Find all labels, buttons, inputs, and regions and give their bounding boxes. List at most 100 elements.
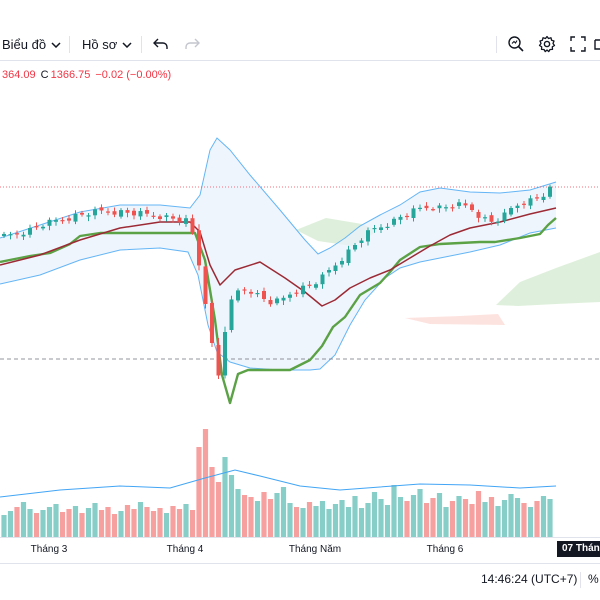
volume-bar [436,493,443,537]
candle-body [67,218,71,221]
volume-bar [105,507,111,537]
toolbar-divider [496,36,497,53]
volume-bar [118,511,124,537]
volume-bar [469,504,475,537]
volume-bar [326,509,332,537]
volume-bar [482,502,488,537]
candle-body [359,240,364,243]
candle-body [379,227,383,230]
volume-bar [540,496,547,537]
volume-bar [209,467,215,537]
volume-bar [508,494,514,537]
candle-body [21,234,26,237]
candle-body [229,299,234,330]
volume-bar [293,507,300,537]
candle-body [15,233,19,235]
ohlc-legend: 364.09 C 1366.75 −0.02 (−0.00%) [2,69,176,81]
volume-bar [319,501,326,537]
candle-body [450,207,455,209]
candle-body [151,215,156,217]
candle-body [398,216,403,220]
volume-bar [345,507,352,537]
candlesticks [2,184,552,379]
volume-bar [365,503,371,537]
candle-body [106,211,110,213]
candle-body [535,197,539,199]
candle-body [320,274,325,285]
profile-button[interactable]: Hồ sơ [82,32,132,57]
volume-bar [261,492,267,537]
candle-body [190,218,195,233]
volume-bar [462,499,469,537]
volume-bar [280,487,287,537]
volume-bar [222,457,228,537]
volume-bar [176,509,183,537]
legend-close-value: 1366.75 [50,69,91,81]
candle-body [73,213,78,222]
volume-bar [521,503,527,537]
volume-bar [46,507,53,537]
candle-body [366,230,370,242]
candle-body [502,212,507,221]
bollinger-bands [0,137,557,371]
candle-body [47,219,52,226]
time-axis[interactable]: Tháng 3 Tháng 4 Tháng Năm Tháng 6 [0,537,600,561]
candle-body [470,204,474,210]
redo-icon[interactable] [181,33,203,55]
volume-bar [33,513,40,537]
volume-bar [14,507,20,537]
undo-icon[interactable] [150,33,172,55]
cloud-area [496,252,600,306]
volume-bar [235,489,241,537]
volume-bar [248,497,254,537]
chevron-down-icon [122,41,132,48]
volume-bar [111,514,118,537]
volume-bar [495,506,501,537]
volume-bar [488,497,495,537]
candle-body [177,217,182,222]
time-tick-label: Tháng 4 [166,544,204,555]
candle-body [268,300,273,305]
volume-bar [202,429,209,537]
timezone-clock[interactable]: 14:46:24 (UTC+7) [481,572,578,586]
top-strip [0,0,600,28]
candle-body [405,215,409,218]
candle-body [541,196,546,200]
volume-bar [131,509,137,537]
volume-bar [40,510,46,537]
fullscreen-icon[interactable] [567,33,589,55]
volume-ma-line [0,469,557,498]
volume-bar [27,509,33,537]
toolbar-divider [69,36,70,53]
volume-bar [534,501,540,537]
price-lines [0,186,600,360]
percent-scale-toggle[interactable]: % [588,572,599,586]
candle-body [223,332,227,376]
volume-bar [397,497,404,537]
candle-body [86,215,91,217]
candle-body [340,261,344,265]
candle-body [132,210,136,216]
volume-bar [79,513,85,537]
volume-bar [514,498,521,537]
volume-bar [189,510,196,537]
volume-bar [352,496,358,537]
candle-body [288,294,292,298]
candle-body [99,207,104,211]
candle-body [119,210,123,217]
volume-bar [501,500,508,537]
candle-body [424,205,429,209]
search-icon[interactable] [505,33,527,55]
candle-body [158,216,162,219]
candle-body [138,211,143,217]
legend-close-letter: C [40,69,49,81]
candle-body [281,297,286,301]
volume-bar [66,509,72,537]
chart-type-button[interactable]: Biểu đồ [2,32,61,57]
gear-icon[interactable] [536,33,558,55]
volume-bar [475,491,482,537]
band-lower-line [0,227,557,371]
toolbar-divider [141,36,142,53]
candle-body [210,303,214,343]
